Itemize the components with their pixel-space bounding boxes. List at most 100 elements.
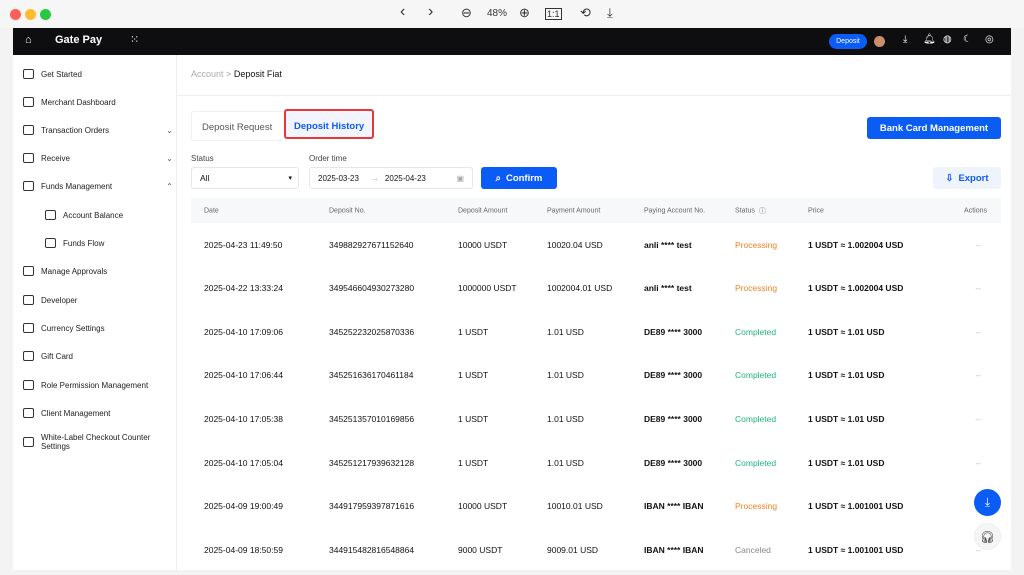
menu-icon — [23, 69, 34, 79]
menu-icon — [23, 323, 34, 333]
sidebar-item-gift-card[interactable]: Gift Card — [23, 351, 173, 361]
settings-icon[interactable]: ◎ — [985, 34, 994, 45]
download-icon[interactable]: ⤓ — [903, 34, 908, 45]
close-window-button[interactable] — [10, 9, 21, 20]
zoom-out-icon[interactable]: ⊖ — [461, 5, 472, 20]
sidebar-item-funds-management[interactable]: Funds Management ⌃ — [23, 181, 173, 191]
bank-card-management-button[interactable]: Bank Card Management — [867, 117, 1001, 139]
actions-cell[interactable]: -- — [975, 370, 981, 381]
chevron-left-icon[interactable]: ‹ — [400, 3, 406, 20]
deposit-amount-cell: 1 USDT — [458, 457, 489, 468]
table-row: 2025-04-10 17:09:06 345252232025870336 1 U… — [191, 310, 1001, 353]
confirm-button[interactable]: ⌕ Confirm — [481, 167, 557, 189]
sidebar-item-receive[interactable]: Receive ⌄ — [23, 153, 173, 163]
breadcrumb-account[interactable]: Account — [191, 69, 224, 79]
paying-account-cell: DE89 **** 3000 — [644, 326, 703, 337]
price-cell: 1 USDT ≈ 1.01 USD — [808, 370, 885, 381]
deposit-no-cell: 344915482816548864 — [329, 544, 415, 555]
menu-icon — [23, 181, 34, 191]
table-row: 2025-04-10 17:05:38 345251357010169856 1 U… — [191, 397, 1001, 440]
sidebar-item-client-management[interactable]: Client Management — [23, 408, 173, 418]
globe-icon[interactable]: ◍ — [943, 34, 952, 45]
actions-cell[interactable]: -- — [975, 326, 981, 337]
header-deposit-button[interactable]: Deposit — [829, 34, 867, 49]
sidebar-item-label: Manage Approvals — [41, 266, 108, 276]
end-date[interactable]: 2025-04-23 — [384, 173, 426, 183]
sidebar-item-account-balance[interactable]: Account Balance — [45, 210, 195, 220]
sidebar-item-developer[interactable]: Developer — [23, 295, 173, 305]
zoom-in-icon[interactable]: ⊕ — [519, 5, 530, 20]
sidebar-item-manage-approvals[interactable]: Manage Approvals — [23, 266, 173, 276]
sidebar-item-role-permission-management[interactable]: Role Permission Management — [23, 380, 173, 390]
deposit-float-button[interactable]: ⤓ — [974, 489, 1001, 516]
status-badge-cell: Completed — [735, 326, 777, 337]
menu-icon — [45, 210, 56, 220]
column-header-deposit-amount: Deposit Amount — [458, 207, 508, 214]
actions-cell[interactable]: -- — [975, 413, 981, 424]
payment-amount-cell: 1.01 USD — [547, 370, 584, 381]
menu-icon — [23, 97, 34, 107]
paying-account-cell: DE89 **** 3000 — [644, 370, 703, 381]
rotate-icon[interactable]: ⟲ — [580, 5, 591, 20]
home-icon[interactable]: ⌂ — [25, 34, 32, 46]
deposit-amount-cell: 9000 USDT — [458, 544, 503, 555]
table-header: Date Deposit No. Deposit Amount Payment Amo… — [191, 198, 1001, 223]
chevron-right-icon[interactable]: › — [428, 3, 434, 20]
export-button[interactable]: ⇩ Export — [933, 167, 1001, 189]
sidebar-item-label: Client Management — [41, 408, 111, 418]
status-select[interactable]: All ▾ — [191, 167, 299, 189]
maximize-window-button[interactable] — [40, 9, 51, 20]
payment-amount-cell: 10020.04 USD — [547, 239, 603, 250]
tab-deposit-request[interactable]: Deposit Request — [191, 111, 283, 141]
download-icon[interactable]: ⤓ — [607, 5, 613, 20]
start-date[interactable]: 2025-03-23 — [318, 173, 359, 183]
minimize-window-button[interactable] — [25, 9, 36, 20]
customer-support-button[interactable]: 🎧︎ — [974, 523, 1001, 550]
sidebar-item-currency-settings[interactable]: Currency Settings — [23, 323, 173, 333]
actions-cell[interactable]: -- — [975, 239, 981, 250]
sidebar-item-label: Funds Flow — [63, 238, 105, 248]
menu-icon — [23, 295, 34, 305]
theme-moon-icon[interactable]: ☾ — [963, 34, 972, 45]
headset-icon: 🎧︎ — [979, 529, 996, 544]
breadcrumb-current: Deposit Fiat — [233, 69, 282, 79]
menu-icon — [45, 238, 56, 248]
sidebar-item-funds-flow[interactable]: Funds Flow — [45, 238, 195, 248]
paying-account-cell: DE89 **** 3000 — [644, 413, 703, 424]
table-row: 2025-04-22 13:33:24 349546604930273280 100… — [191, 267, 1001, 310]
sidebar-item-label: Role Permission Management — [41, 380, 149, 390]
actions-cell[interactable]: -- — [975, 544, 981, 555]
viewer-titlebar: ‹ › ⊖ 48% ⊕ 1:1 ⟲ ⤓ — [0, 0, 1024, 28]
deposit-amount-cell: 1 USDT — [458, 326, 489, 337]
column-header-price: Price — [808, 207, 824, 214]
info-icon[interactable]: ⓘ — [759, 207, 766, 215]
sidebar-item-get-started[interactable]: Get Started — [23, 69, 173, 79]
avatar[interactable] — [874, 36, 885, 47]
deposit-card — [177, 95, 1011, 575]
menu-icon — [23, 125, 34, 135]
menu-icon — [23, 380, 34, 390]
price-cell: 1 USDT ≈ 1.002004 USD — [808, 283, 904, 294]
bell-icon[interactable]: 🔔︎ — [923, 34, 936, 45]
sidebar-item-label: Merchant Dashboard — [41, 97, 116, 107]
breadcrumb: Account > Deposit Fiat — [191, 69, 282, 79]
sidebar-item-merchant-dashboard[interactable]: Merchant Dashboard — [23, 97, 173, 107]
actions-cell[interactable]: -- — [975, 283, 981, 294]
breadcrumb-separator: > — [226, 69, 232, 79]
menu-icon — [23, 153, 34, 163]
column-header-payment-amount: Payment Amount — [547, 207, 601, 214]
date-range-picker[interactable]: 2025-03-23 → 2025-04-23 ▣ — [309, 167, 473, 189]
sidebar-item-label: Get Started — [41, 69, 82, 79]
column-header-status: Status — [735, 207, 755, 214]
actual-size-icon[interactable]: 1:1 — [545, 8, 562, 20]
tab-deposit-history[interactable]: Deposit History — [284, 109, 375, 139]
deposit-no-cell: 345251357010169856 — [329, 413, 415, 424]
gatepay-logo[interactable]: Gate Pay — [55, 34, 103, 46]
actions-cell[interactable]: -- — [975, 457, 981, 468]
sidebar-item-white-label-checkout-counter-settings[interactable]: White-Label Checkout Counter Settings — [23, 433, 173, 451]
status-badge-cell: Processing — [735, 501, 778, 512]
apps-grid-icon[interactable]: ⁙ — [130, 34, 140, 46]
arrow-icon: → — [370, 173, 379, 183]
deposit-no-cell: 345252232025870336 — [329, 326, 415, 337]
sidebar-item-transaction-orders[interactable]: Transaction Orders ⌄ — [23, 125, 173, 135]
